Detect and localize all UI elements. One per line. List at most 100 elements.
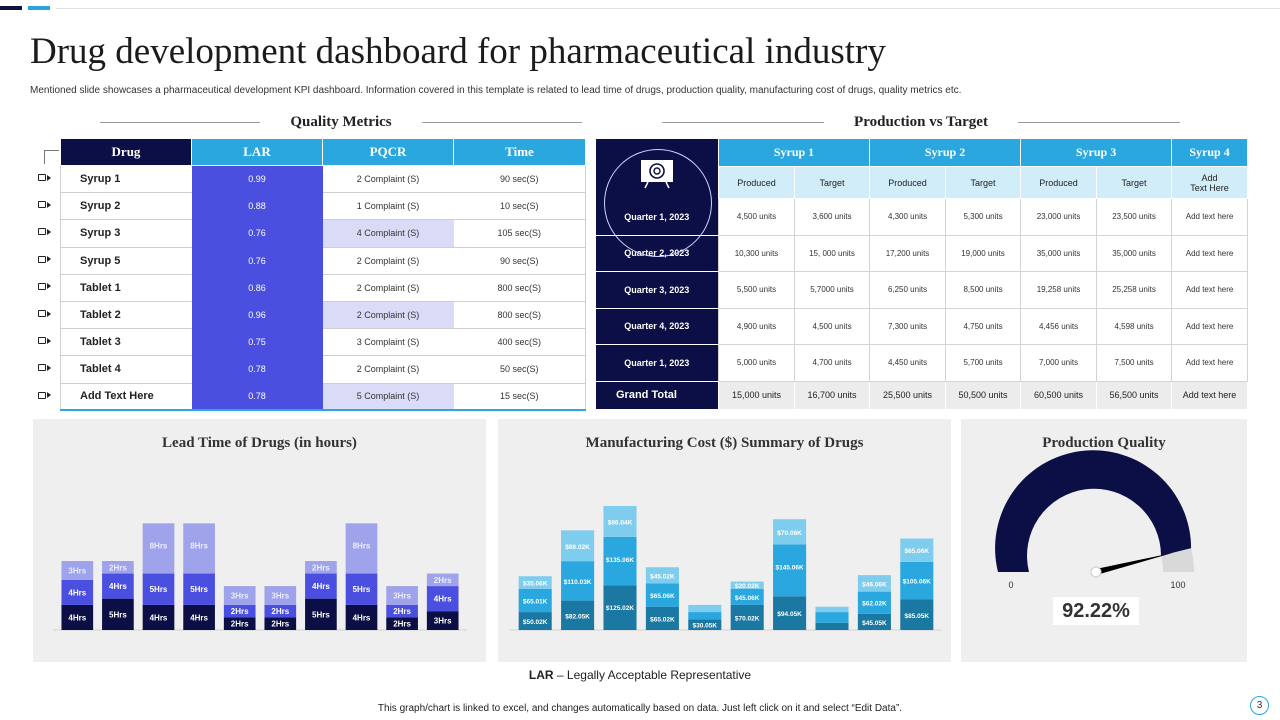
cell-drug: Add Text Here: [60, 383, 192, 412]
production-cell: 7,000 units: [1020, 344, 1098, 382]
bar-segment: [345, 604, 378, 630]
bar-segment: [815, 606, 849, 613]
quality-panel: Production Quality 0 100: [961, 419, 1247, 662]
grand-total-cell: 60,500 units: [1020, 380, 1098, 410]
production-cell: Add text here: [1171, 307, 1249, 345]
production-row[interactable]: Quarter 4, 2023 4,900 units 4,500 units 7,3…: [595, 307, 1249, 345]
bar-segment: [142, 604, 175, 630]
column-header-time[interactable]: Time: [453, 138, 586, 166]
row-checkbox[interactable]: [38, 273, 56, 300]
bar-data-label: $85.05K: [905, 613, 930, 620]
column-header-lar[interactable]: LAR: [191, 138, 323, 166]
syrup-header-2[interactable]: Syrup 2: [869, 138, 1022, 167]
arrow-right-icon: [47, 392, 51, 399]
production-row[interactable]: Quarter 1, 2023 5,000 units 4,700 units 4,4…: [595, 344, 1249, 382]
row-checkbox[interactable]: [38, 218, 56, 245]
subheader-add-line2: Text Here: [1190, 182, 1229, 193]
cell-pqcr: 2 Complaint (S): [322, 165, 454, 194]
row-checkbox[interactable]: [38, 327, 56, 354]
production-cell: 19,000 units: [945, 234, 1022, 272]
gauge-hub: [1090, 566, 1102, 578]
bar-segment: [426, 586, 459, 612]
bar-segment: [426, 573, 459, 587]
row-checkbox[interactable]: [38, 382, 56, 409]
row-checkbox[interactable]: [38, 191, 56, 218]
lar-legend-note: LAR – Legally Acceptable Representative: [0, 668, 1280, 682]
row-checkbox[interactable]: [38, 300, 56, 327]
presentation-board-icon: [640, 159, 673, 188]
quality-row[interactable]: Syrup 1 0.99 2 Complaint (S) 90 sec(S): [60, 165, 586, 194]
column-header-pqcr[interactable]: PQCR: [322, 138, 454, 166]
arrow-right-icon: [47, 283, 51, 290]
grand-total-cell: Add text here: [1171, 380, 1249, 410]
syrup-header-3[interactable]: Syrup 3: [1020, 138, 1173, 167]
bar-data-label: $46.06K: [862, 581, 887, 588]
bar-segment: [386, 586, 418, 605]
bar-segment: [603, 505, 637, 537]
cell-lar: 0.78: [191, 383, 323, 412]
arrow-right-icon: [47, 228, 51, 235]
row-checkbox[interactable]: [38, 354, 56, 381]
bar-data-label: $94.05K: [777, 611, 802, 618]
checkbox-icon: [38, 174, 46, 182]
bar-segment: [561, 530, 595, 562]
arrow-right-icon: [47, 364, 51, 371]
bar-segment: [223, 586, 256, 605]
accent-bar-light: [28, 6, 50, 10]
production-cell: 35,000 units: [1096, 234, 1173, 272]
bar-data-label: 2Hrs: [271, 620, 289, 629]
bar-data-label: $86.02K: [565, 544, 590, 551]
row-checkbox[interactable]: [38, 246, 56, 273]
bar-data-label: $110.03K: [564, 579, 592, 586]
cell-pqcr: 2 Complaint (S): [322, 274, 454, 302]
bar-data-label: $125.02K: [606, 605, 634, 612]
production-cell: 6,250 units: [869, 271, 947, 309]
quality-row[interactable]: Syrup 3 0.76 4 Complaint (S) 105 sec(S): [60, 219, 586, 248]
bar-data-label: $50.02K: [523, 619, 548, 626]
production-cell: 7,500 units: [1096, 344, 1173, 382]
production-cell: 25,258 units: [1096, 271, 1173, 309]
bar-data-label: 5Hrs: [353, 585, 371, 594]
bar-data-label: 8Hrs: [353, 541, 371, 550]
production-cell: 5,000 units: [718, 344, 795, 382]
column-header-drug[interactable]: Drug: [60, 138, 192, 166]
cell-pqcr: 4 Complaint (S): [322, 219, 454, 248]
grand-total-row: Grand Total 15,000 units 16,700 units 25,50…: [595, 380, 1249, 410]
syrup-header-1[interactable]: Syrup 1: [717, 138, 871, 167]
production-cell: 4,300 units: [869, 198, 947, 236]
chart-footnote: This graph/chart is linked to excel, and…: [377, 703, 903, 714]
quality-row[interactable]: Add Text Here 0.78 5 Complaint (S) 15 sec(S…: [60, 383, 586, 412]
row-checkbox[interactable]: [38, 164, 56, 191]
bar-data-label: $65.02K: [650, 616, 675, 623]
production-row[interactable]: Quarter 3, 2023 5,500 units 5,7000 units 6,…: [595, 271, 1249, 309]
gauge-filled-arc: [995, 450, 1192, 572]
bar-segment: [730, 604, 764, 630]
bar-data-label: 5Hrs: [109, 610, 127, 619]
quality-row[interactable]: Tablet 3 0.75 3 Complaint (S) 400 sec(S): [60, 328, 586, 357]
bar-segment: [857, 591, 891, 614]
accent-bar-dark: [0, 6, 22, 10]
quality-row[interactable]: Syrup 2 0.88 1 Complaint (S) 10 sec(S): [60, 192, 586, 221]
bar-segment: [305, 598, 337, 630]
bar-segment: [518, 588, 552, 613]
bar-segment: [223, 617, 256, 630]
quality-row[interactable]: Tablet 1 0.86 2 Complaint (S) 800 sec(S): [60, 274, 586, 302]
subheader-add-line1: Add: [1201, 172, 1218, 183]
production-cell: Add text here: [1171, 234, 1249, 272]
bar-data-label: 2Hrs: [393, 620, 411, 629]
cell-pqcr: 1 Complaint (S): [322, 192, 454, 221]
quality-row[interactable]: Tablet 4 0.78 2 Complaint (S) 50 sec(S): [60, 355, 586, 384]
cell-drug: Tablet 3: [60, 328, 192, 357]
bar-data-label: 2Hrs: [312, 563, 330, 572]
cell-lar: 0.96: [191, 301, 323, 330]
syrup-header-4[interactable]: Syrup 4: [1171, 138, 1249, 167]
production-cell: 4,598 units: [1096, 307, 1173, 345]
cell-lar: 0.78: [191, 355, 323, 384]
quality-row[interactable]: Syrup 5 0.76 2 Complaint (S) 90 sec(S): [60, 247, 586, 275]
production-row[interactable]: Quarter 2, 2023 10,300 units 15, 000 units…: [595, 234, 1249, 272]
row-bracket: [44, 150, 59, 164]
checkbox-icon: [38, 228, 46, 236]
bar-segment: [223, 604, 256, 618]
quality-row[interactable]: Tablet 2 0.96 2 Complaint (S) 800 sec(S): [60, 301, 586, 330]
cell-lar: 0.76: [191, 219, 323, 248]
